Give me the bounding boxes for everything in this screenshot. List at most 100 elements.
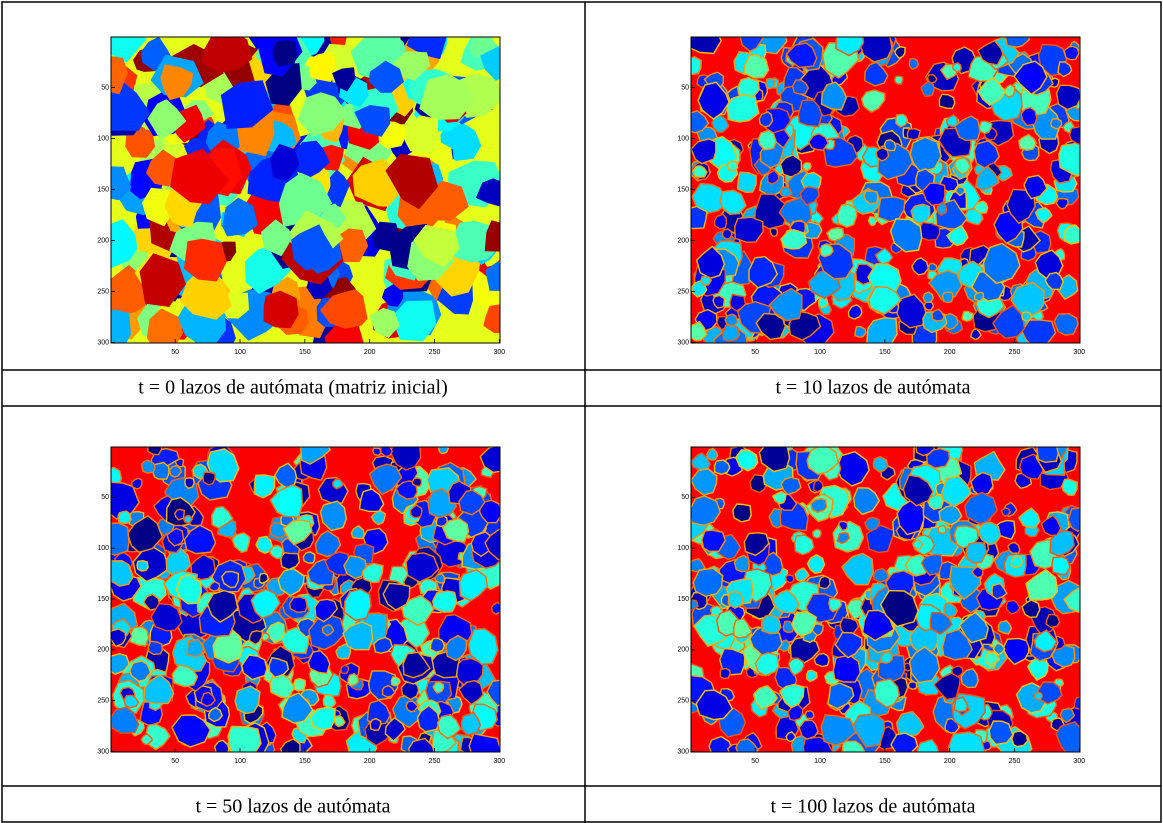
- grain: [185, 478, 194, 489]
- grain: [966, 542, 986, 563]
- grain: [701, 276, 711, 285]
- x-tick-label: 300: [494, 349, 506, 356]
- x-tick-label: 300: [494, 758, 506, 765]
- grain: [433, 591, 457, 612]
- y-tick-label: 50: [101, 494, 109, 501]
- grain: [720, 669, 730, 679]
- figure-table: t = 0 lazos de autómata (matriz inicial)…: [0, 0, 1163, 823]
- grain: [735, 217, 763, 242]
- grain: [923, 292, 933, 302]
- y-tick-label: 300: [677, 748, 689, 755]
- x-tick-label: 100: [234, 349, 246, 356]
- grain: [1052, 557, 1070, 575]
- grain: [203, 472, 215, 485]
- x-tick-label: 100: [814, 758, 826, 765]
- x-tick-label: 50: [751, 349, 759, 356]
- y-tick-label: 250: [97, 698, 109, 705]
- grain: [911, 204, 930, 224]
- grain: [685, 206, 707, 228]
- grain: [733, 504, 751, 522]
- page: {"panels": [ {"caption": "t = 0 lazos de…: [0, 0, 1163, 823]
- grain: [725, 314, 738, 326]
- grain-image: [675, 436, 1092, 766]
- grain: [759, 112, 772, 127]
- x-tick-label: 200: [364, 349, 376, 356]
- grain: [1011, 556, 1023, 568]
- grain: [908, 682, 916, 689]
- grain: [370, 719, 380, 731]
- grain: [813, 529, 822, 538]
- y-tick-label: 200: [677, 237, 689, 244]
- grain: [344, 589, 371, 620]
- caption: t = 100 lazos de autómata: [770, 796, 975, 818]
- grain: [693, 568, 723, 596]
- x-tick-label: 200: [944, 349, 956, 356]
- grain: [105, 561, 133, 586]
- grain: [290, 597, 308, 612]
- grain: [118, 511, 131, 524]
- x-tick-label: 100: [234, 758, 246, 765]
- y-tick-label: 150: [677, 596, 689, 603]
- grain: [1046, 615, 1059, 628]
- grain: [1070, 127, 1088, 144]
- y-tick-label: 150: [97, 186, 109, 193]
- x-tick-label: 250: [429, 758, 441, 765]
- grain: [391, 677, 400, 685]
- grain: [1057, 85, 1081, 109]
- grain: [913, 540, 922, 549]
- grain: [940, 94, 955, 108]
- grain: [803, 163, 811, 171]
- y-tick-label: 200: [677, 647, 689, 654]
- x-tick-label: 250: [1009, 758, 1021, 765]
- grain: [727, 162, 738, 171]
- x-tick-label: 150: [299, 349, 311, 356]
- x-tick-label: 150: [879, 758, 891, 765]
- grain: [148, 441, 162, 455]
- grain: [855, 327, 866, 338]
- y-tick-label: 300: [677, 339, 689, 346]
- grain: [1068, 508, 1093, 531]
- grain: [805, 711, 814, 719]
- grain: [1022, 320, 1056, 349]
- grain: [744, 55, 769, 78]
- grain: [799, 720, 818, 739]
- grain: [1064, 46, 1079, 60]
- grain: [341, 665, 349, 673]
- grain-image: [89, 12, 520, 363]
- grain: [833, 655, 860, 682]
- y-tick-label: 250: [677, 698, 689, 705]
- grain: [928, 75, 937, 84]
- grain: [909, 59, 918, 70]
- grain-image: [97, 433, 512, 768]
- grain: [770, 228, 777, 236]
- y-tick-label: 100: [677, 545, 689, 552]
- grain: [869, 217, 877, 226]
- grain: [273, 40, 298, 67]
- y-tick-label: 250: [677, 288, 689, 295]
- x-tick-label: 250: [429, 349, 441, 356]
- grain: [762, 615, 781, 634]
- grain: [943, 292, 953, 302]
- grain: [873, 457, 888, 472]
- x-tick-label: 50: [171, 758, 179, 765]
- grain: [412, 478, 421, 486]
- grain: [738, 172, 757, 192]
- grain: [819, 576, 830, 588]
- grain: [884, 140, 895, 151]
- grain: [896, 114, 908, 127]
- y-tick-label: 50: [101, 84, 109, 91]
- x-tick-label: 200: [364, 758, 376, 765]
- x-tick-label: 150: [879, 349, 891, 356]
- grain: [148, 641, 162, 654]
- grain-image: [684, 20, 1091, 359]
- grain: [687, 26, 721, 54]
- caption: t = 10 lazos de autómata: [775, 377, 970, 399]
- x-tick-label: 50: [751, 758, 759, 765]
- grain: [758, 130, 776, 150]
- x-tick-label: 200: [944, 758, 956, 765]
- grain: [381, 444, 393, 457]
- grain: [184, 516, 193, 524]
- x-tick-label: 300: [1074, 349, 1086, 356]
- grain: [1054, 314, 1078, 335]
- x-tick-label: 250: [1009, 349, 1021, 356]
